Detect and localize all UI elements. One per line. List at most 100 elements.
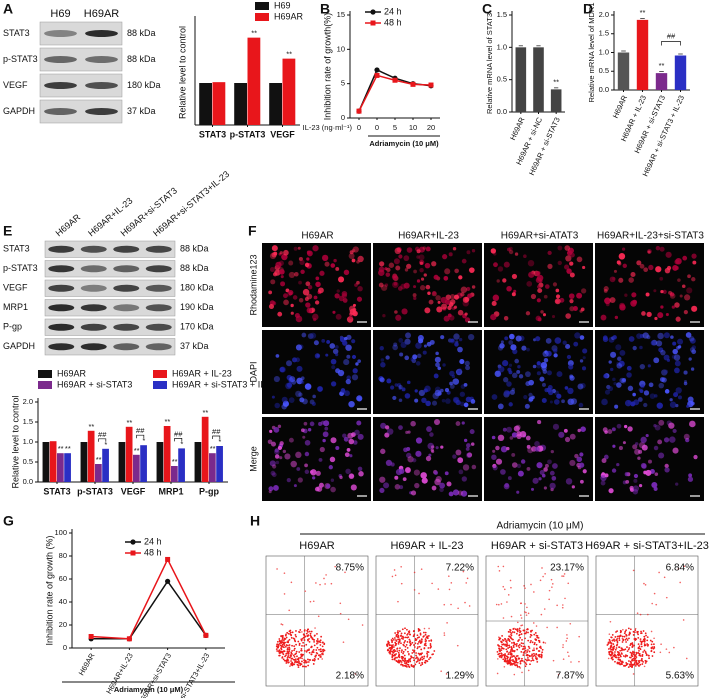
event xyxy=(342,641,345,643)
event xyxy=(281,638,284,640)
event xyxy=(404,627,406,630)
event xyxy=(621,663,623,666)
y-tick-label: 10 xyxy=(337,44,345,53)
event xyxy=(643,635,646,638)
cell xyxy=(564,264,570,270)
significance: ** xyxy=(659,61,665,70)
event xyxy=(624,648,627,651)
event xyxy=(520,642,523,644)
x-tick-label: STAT3 xyxy=(43,486,70,496)
event xyxy=(514,664,517,667)
event xyxy=(517,639,520,642)
cell xyxy=(570,398,578,405)
event xyxy=(403,644,405,647)
event xyxy=(427,634,430,637)
cell xyxy=(685,437,690,443)
event xyxy=(542,641,545,644)
event xyxy=(541,651,544,654)
row-label: DAPI xyxy=(248,361,258,382)
cell xyxy=(281,396,288,403)
cell xyxy=(342,298,348,303)
event xyxy=(534,656,537,658)
cell xyxy=(341,290,348,297)
event xyxy=(295,643,297,646)
blot-band xyxy=(113,284,140,292)
cell xyxy=(508,363,513,367)
event xyxy=(416,660,419,662)
event xyxy=(284,659,287,662)
event xyxy=(310,636,313,639)
cell xyxy=(562,340,567,345)
bar xyxy=(247,37,261,125)
event xyxy=(398,656,401,659)
cell xyxy=(491,300,497,306)
event xyxy=(562,575,565,577)
cell xyxy=(642,332,649,339)
cell xyxy=(569,299,574,304)
event xyxy=(278,638,281,640)
event xyxy=(532,622,535,624)
quadrant-value: 5.63% xyxy=(666,671,694,682)
event xyxy=(287,655,289,658)
event xyxy=(509,656,512,659)
cell xyxy=(538,477,542,481)
cell xyxy=(268,290,273,295)
cell xyxy=(345,468,351,475)
cell xyxy=(660,290,664,294)
cell xyxy=(444,268,451,275)
event xyxy=(317,641,320,644)
event xyxy=(523,660,526,663)
event xyxy=(527,631,529,634)
cell xyxy=(466,452,472,458)
event xyxy=(304,635,307,638)
event xyxy=(285,636,288,639)
cell xyxy=(304,451,310,457)
event xyxy=(634,627,637,630)
cell xyxy=(321,254,329,262)
event xyxy=(653,592,656,595)
cell xyxy=(413,296,417,300)
cell xyxy=(618,253,626,260)
cell xyxy=(637,397,643,402)
cell xyxy=(312,394,316,399)
cell xyxy=(544,387,549,393)
cell xyxy=(460,286,468,293)
cell xyxy=(385,272,391,277)
event xyxy=(396,633,399,636)
event xyxy=(298,642,301,645)
event xyxy=(530,659,533,662)
event xyxy=(406,663,409,666)
event xyxy=(625,662,628,664)
event xyxy=(402,664,404,667)
event xyxy=(570,661,572,663)
bar xyxy=(133,454,140,482)
bar xyxy=(163,426,171,482)
cell xyxy=(304,463,308,468)
cell xyxy=(302,435,306,439)
event xyxy=(420,638,423,641)
cell xyxy=(270,470,276,476)
event xyxy=(511,654,514,656)
cell xyxy=(664,467,670,473)
event xyxy=(395,660,398,663)
cell xyxy=(672,341,677,346)
event xyxy=(323,577,325,580)
legend-label: 48 h xyxy=(384,17,402,27)
event xyxy=(524,637,526,640)
event xyxy=(538,639,541,642)
cell xyxy=(325,353,329,357)
event xyxy=(511,631,514,633)
event xyxy=(512,638,514,641)
event xyxy=(427,647,430,649)
event xyxy=(619,663,622,666)
cell xyxy=(295,344,302,351)
event xyxy=(495,603,498,606)
event xyxy=(636,612,639,615)
cell xyxy=(280,275,284,279)
cell xyxy=(399,468,405,474)
cell xyxy=(431,400,438,406)
cell xyxy=(416,255,420,259)
x-tick-label: VEGF xyxy=(270,129,295,139)
cell xyxy=(468,333,475,341)
event xyxy=(440,670,442,672)
